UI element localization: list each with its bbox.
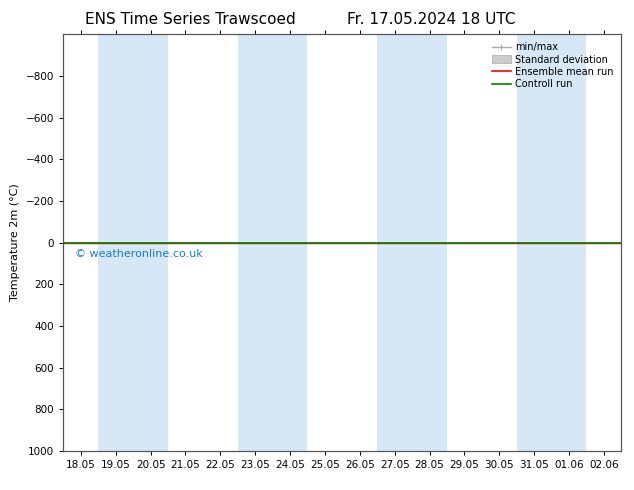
Bar xyxy=(238,34,307,451)
Text: © weatheronline.co.uk: © weatheronline.co.uk xyxy=(75,249,202,259)
Bar xyxy=(377,34,447,451)
Text: Fr. 17.05.2024 18 UTC: Fr. 17.05.2024 18 UTC xyxy=(347,12,515,27)
Legend: min/max, Standard deviation, Ensemble mean run, Controll run: min/max, Standard deviation, Ensemble me… xyxy=(489,39,616,92)
Y-axis label: Temperature 2m (°C): Temperature 2m (°C) xyxy=(10,184,20,301)
Text: ENS Time Series Trawscoed: ENS Time Series Trawscoed xyxy=(85,12,295,27)
Bar xyxy=(517,34,586,451)
Bar xyxy=(98,34,168,451)
